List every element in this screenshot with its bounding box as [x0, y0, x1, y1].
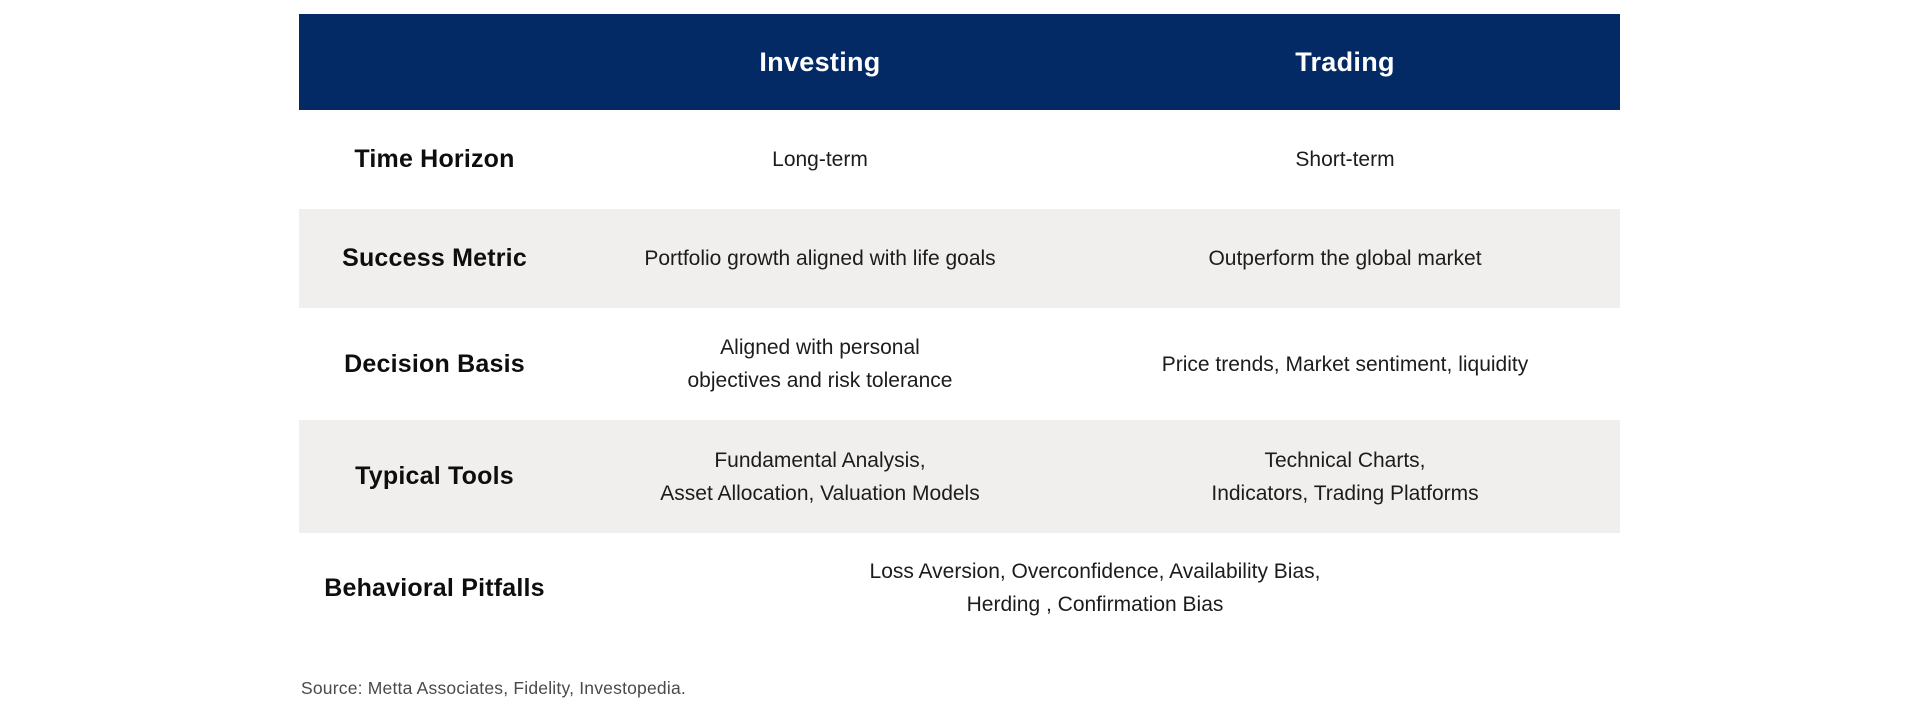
investing-vs-trading-table: Investing Trading Time Horizon Long-term…	[299, 14, 1620, 643]
table-row-decision-basis: Decision Basis Aligned with personal obj…	[299, 308, 1620, 420]
table-row-typical-tools: Typical Tools Fundamental Analysis, Asse…	[299, 420, 1620, 533]
cell-typical-tools-investing: Fundamental Analysis, Asset Allocation, …	[660, 448, 980, 505]
table-row-time-horizon: Time Horizon Long-term Short-term	[299, 110, 1620, 209]
header-col-trading: Trading	[1295, 46, 1395, 77]
header-col-investing: Investing	[759, 46, 881, 77]
cell-time-horizon-trading: Short-term	[1295, 148, 1395, 171]
row-label-behavioral-pitfalls: Behavioral Pitfalls	[324, 573, 545, 602]
row-label-decision-basis: Decision Basis	[344, 349, 525, 378]
table-row-success-metric: Success Metric Portfolio growth aligned …	[299, 209, 1620, 308]
cell-decision-basis-investing: Aligned with personal objectives and ris…	[687, 336, 953, 392]
cell-behavioral-pitfalls-merged: Loss Aversion, Overconfidence, Availabil…	[869, 560, 1321, 616]
row-label-success-metric: Success Metric	[342, 244, 527, 272]
cell-success-metric-trading: Outperform the global market	[1208, 247, 1482, 270]
header-corner-cell	[299, 14, 570, 110]
source-note: Source: Metta Associates, Fidelity, Inve…	[301, 678, 686, 698]
cell-typical-tools-trading: Technical Charts, Indicators, Trading Pl…	[1211, 448, 1479, 505]
row-label-time-horizon: Time Horizon	[354, 145, 515, 173]
cell-time-horizon-investing: Long-term	[772, 148, 868, 171]
cell-decision-basis-trading: Price trends, Market sentiment, liquidit…	[1161, 352, 1529, 376]
cell-success-metric-investing: Portfolio growth aligned with life goals	[644, 247, 996, 270]
table-header-row: Investing Trading	[299, 14, 1620, 110]
table-row-behavioral-pitfalls: Behavioral Pitfalls Loss Aversion, Overc…	[299, 533, 1620, 643]
row-label-typical-tools: Typical Tools	[355, 462, 514, 490]
